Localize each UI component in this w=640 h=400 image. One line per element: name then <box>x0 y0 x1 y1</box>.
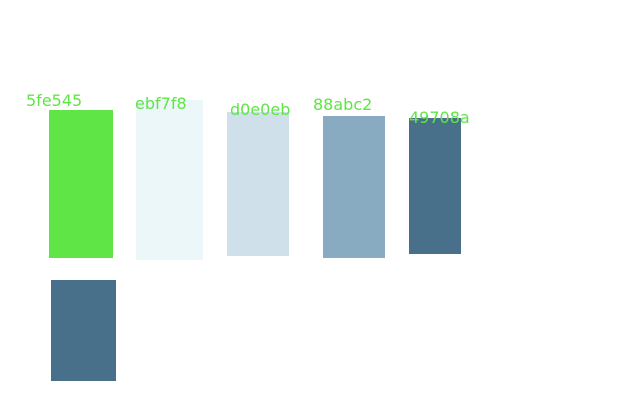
swatch-label-1: 5fe545 <box>26 91 83 110</box>
color-swatch-6 <box>51 280 116 381</box>
swatch-label-4: 88abc2 <box>313 95 373 114</box>
color-swatch-4 <box>323 116 385 258</box>
swatch-label-3: d0e0eb <box>230 100 291 119</box>
swatch-label-5: 49708a <box>409 108 470 127</box>
color-swatch-5 <box>409 118 461 254</box>
color-swatch-3 <box>227 112 289 256</box>
color-swatch-2 <box>136 100 203 260</box>
swatch-label-2: ebf7f8 <box>135 94 187 113</box>
color-swatch-1 <box>49 110 113 258</box>
